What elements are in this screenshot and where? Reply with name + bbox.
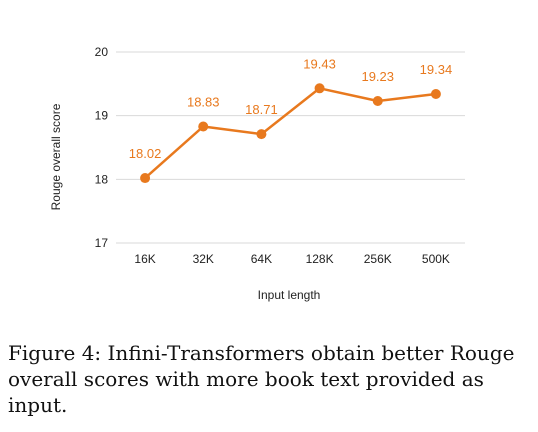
data-label-16K: 18.02 bbox=[129, 146, 162, 161]
data-point-256K bbox=[372, 96, 383, 107]
data-labels: 18.02 18.83 18.71 19.43 19.23 19.34 bbox=[129, 56, 452, 161]
gridlines bbox=[116, 51, 465, 244]
y-tick-17: 17 bbox=[95, 236, 109, 250]
data-point-500K bbox=[430, 89, 441, 100]
data-point-64K bbox=[256, 129, 267, 140]
y-axis-title: Rouge overall score bbox=[49, 103, 63, 210]
data-points bbox=[140, 83, 441, 184]
x-tick-64K: 64K bbox=[251, 252, 272, 266]
x-axis-title: Input length bbox=[258, 288, 321, 302]
y-tick-19: 19 bbox=[95, 109, 109, 123]
data-point-32K bbox=[198, 121, 209, 132]
x-tick-500K: 500K bbox=[422, 252, 450, 266]
data-label-128K: 19.43 bbox=[303, 56, 336, 71]
x-tick-labels: 16K 32K 64K 128K 256K 500K bbox=[134, 252, 450, 266]
series-line bbox=[144, 87, 437, 179]
data-label-64K: 18.71 bbox=[245, 102, 278, 117]
x-tick-16K: 16K bbox=[134, 252, 155, 266]
data-point-16K bbox=[140, 173, 151, 184]
data-label-256K: 19.23 bbox=[361, 69, 394, 84]
x-tick-32K: 32K bbox=[193, 252, 214, 266]
data-label-32K: 18.83 bbox=[187, 94, 220, 109]
line-chart: 17 18 19 20 16K 32K 64K 128K 256K 500K 18.02 18.8… bbox=[49, 45, 465, 302]
figure-caption: Figure 4: Infini-Transformers obtain bet… bbox=[8, 341, 515, 417]
y-tick-labels: 17 18 19 20 bbox=[95, 45, 109, 250]
x-tick-256K: 256K bbox=[364, 252, 392, 266]
data-label-500K: 19.34 bbox=[420, 62, 453, 77]
y-tick-20: 20 bbox=[95, 45, 109, 59]
data-point-128K bbox=[314, 83, 325, 94]
y-tick-18: 18 bbox=[95, 172, 109, 186]
x-tick-128K: 128K bbox=[306, 252, 334, 266]
